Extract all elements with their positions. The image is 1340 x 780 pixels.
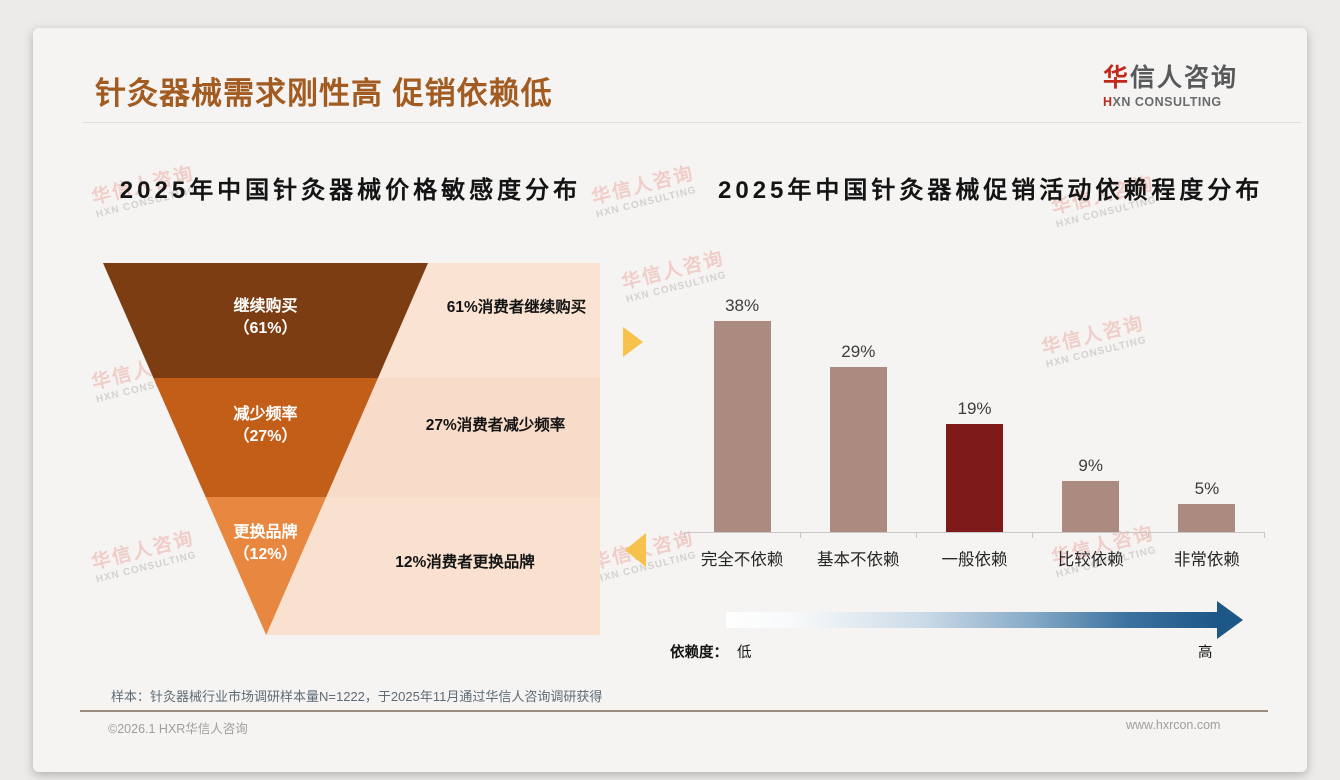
bar-value-label: 19%: [957, 399, 992, 418]
bar-chart-title: 2025年中国针灸器械促销活动依赖程度分布: [718, 177, 1264, 204]
funnel-note: 61%消费者继续购买: [446, 299, 587, 316]
funnel-chart: 继续购买 （61%） 减少频率 （27%） 更换品牌 （12%） 61%消费者继续购买…: [103, 263, 600, 635]
funnel-segment-1: [103, 263, 428, 378]
x-axis-label: 基本不依赖: [817, 551, 900, 569]
header-divider: [83, 122, 1301, 123]
connector-arrow-left-icon: [625, 533, 646, 567]
bar-value-label: 5%: [1194, 479, 1220, 498]
funnel-note: 27%消费者减少频率: [425, 417, 566, 434]
dependency-gradient-arrow: [726, 612, 1218, 628]
bar: [1062, 481, 1120, 532]
bar-column: 38%: [684, 296, 800, 532]
website-link[interactable]: www.hxrcon.com: [1126, 718, 1221, 732]
bar-value-label: 38%: [725, 296, 760, 315]
bar-value-label: 29%: [841, 342, 876, 361]
bar: [1178, 504, 1236, 532]
funnel-segment-label: 继续购买 （61%）: [233, 298, 298, 337]
axis-tick: [1264, 533, 1265, 538]
funnel-segment-label: 减少频率 （27%）: [233, 406, 298, 445]
x-axis-labels: 完全不依赖 基本不依赖 一般依赖 比较依赖 非常依赖: [684, 546, 1265, 570]
logo-en-text: HXN CONSULTING: [1103, 95, 1222, 109]
sample-footnote: 样本：针灸器械行业市场调研样本量N=1222，于2025年11月通过华信人咨询调…: [111, 689, 603, 704]
company-logo: 华信人咨询 HXN CONSULTING: [1103, 58, 1263, 109]
logo-cn-text: 华信人咨询: [1103, 64, 1239, 92]
axis-tick: [800, 533, 801, 538]
page-title: 针灸器械需求刚性高 促销依赖低: [95, 76, 553, 111]
funnel-chart-title: 2025年中国针灸器械价格敏感度分布: [119, 177, 582, 204]
slide-card: 华信人咨询 HXN CONSULTING 华信人咨询 HXN CONSULTING …: [33, 28, 1307, 772]
axis-tick: [1032, 533, 1033, 538]
x-axis-label: 完全不依赖: [700, 551, 784, 569]
axis-tick: [916, 533, 917, 538]
axis-tick: [1148, 533, 1149, 538]
bar-column: 9%: [1033, 296, 1149, 532]
bar-column: 5%: [1149, 296, 1265, 532]
dependency-low-label: 低: [737, 645, 752, 661]
watermark: 华信人咨询 HXN CONSULTING: [619, 248, 728, 306]
funnel-segment-label: 更换品牌 （12%）: [233, 524, 298, 563]
bar: [829, 367, 887, 532]
bar-value-label: 9%: [1078, 456, 1103, 475]
connector-arrow-right-icon: [623, 327, 643, 357]
x-axis-label: 非常依赖: [1173, 551, 1240, 569]
bar-column: 29%: [800, 296, 916, 532]
x-axis-label: 一般依赖: [941, 551, 1008, 569]
funnel-note: 12%消费者更换品牌: [395, 554, 535, 571]
dependency-gradient-arrowhead-icon: [1217, 601, 1243, 639]
bar-column: 19%: [916, 296, 1032, 532]
bar: [713, 321, 771, 532]
bar-highlighted: [946, 424, 1003, 532]
footer-divider: [80, 710, 1268, 712]
panel-row: [266, 497, 600, 635]
dependency-axis-title: 依赖度：: [670, 645, 728, 661]
x-axis-label: 比较依赖: [1057, 551, 1124, 569]
copyright-text: ©2026.1 HXR华信人咨询: [108, 722, 248, 736]
axis-tick: [684, 533, 685, 538]
bar-chart-plot: 38% 29% 19% 9% 5%: [684, 296, 1265, 532]
dependency-high-label: 高: [1198, 645, 1213, 661]
x-axis-line: [684, 532, 1265, 533]
